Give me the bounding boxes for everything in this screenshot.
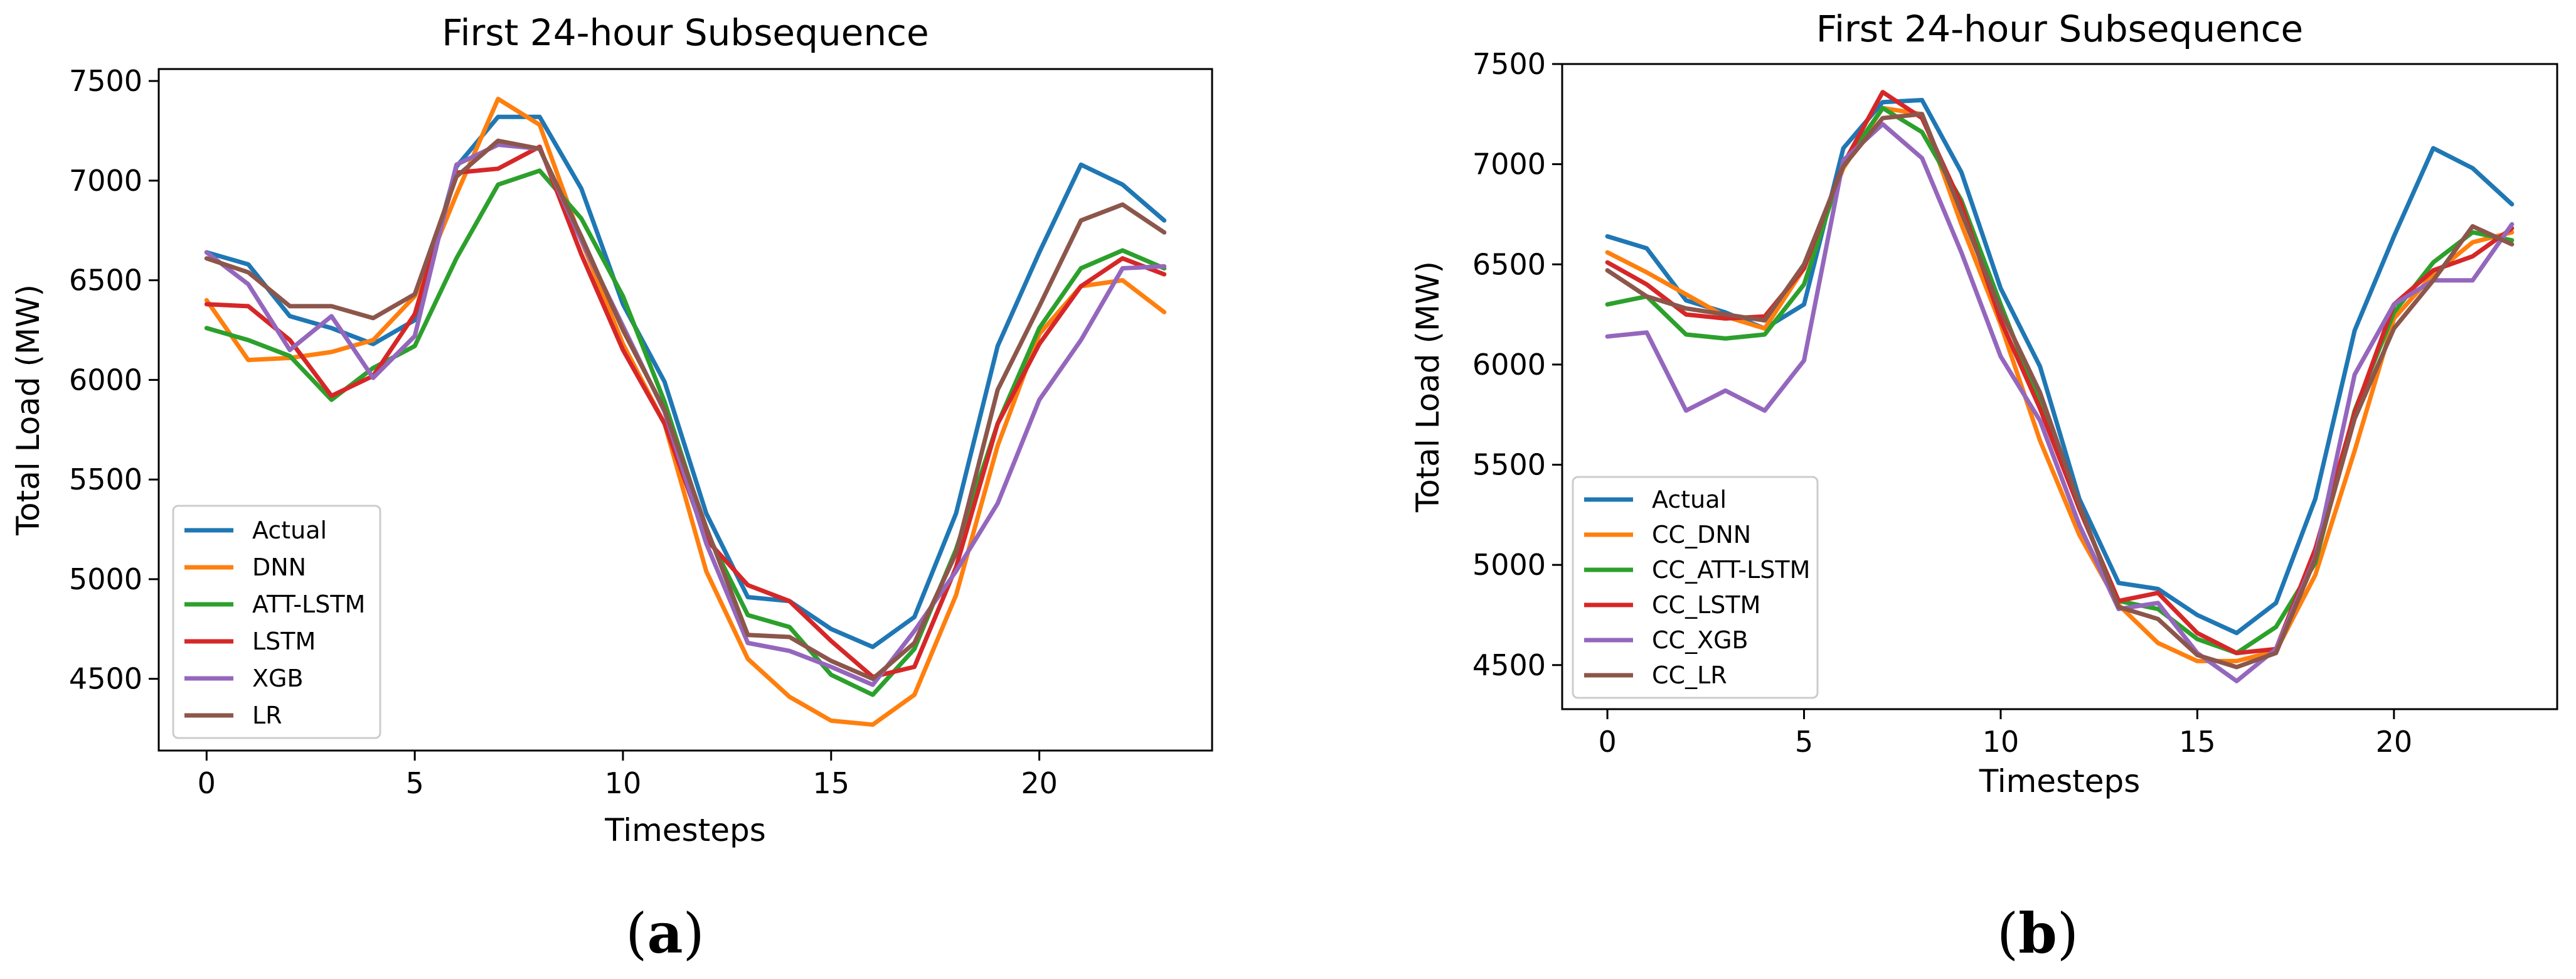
series-lines [204,97,1167,727]
panel-caption: (a) [625,901,705,966]
legend: Actual DNN ATT-LSTM LSTM XGB LR [172,505,381,739]
series-lines [1605,90,2515,683]
legend-entry-label: Actual [252,516,327,544]
x-tick-label: 5 [405,766,423,800]
legend-entry-label: ATT-LSTM [252,591,365,618]
legend-entry-label: LR [252,702,282,729]
legend-entry-label: XGB [252,665,304,692]
series-line-xgb [204,142,1167,687]
series-line-dnn [204,97,1167,727]
legend-entry-label: CC_DNN [1652,521,1751,548]
series-line-cc-lstm [1605,90,2515,656]
legend-entry-label: LSTM [252,628,316,655]
y-tick-label: 4500 [1472,648,1546,682]
x-tick-label: 0 [1598,725,1616,759]
legend-entry-label: CC_LR [1652,661,1727,689]
y-axis-label: Total Load (MW) [1410,261,1446,513]
y-tick-label: 7500 [69,64,142,98]
y-tick-label: 5500 [69,463,142,496]
panel-caption: (b) [1997,901,2078,966]
chart-title: First 24-hour Subsequence [1816,8,2303,50]
chart-b: First 24-hour Subsequence 0 5 10 15 20 4500 500… [1410,8,2558,966]
legend-entry-label: DNN [252,554,306,581]
series-line-lr [204,138,1167,682]
x-axis-label: Timesteps [1979,763,2141,800]
plot-frame [157,68,1213,752]
legend-entry-label: CC_ATT-LSTM [1652,556,1810,584]
series-line-cc-lr [1605,112,2515,670]
y-tick-label: 5000 [69,562,142,596]
x-tick-label: 20 [1021,766,1058,800]
y-tick-label: 7500 [1472,47,1546,81]
chart-a: First 24-hour Subsequence 0 5 10 15 20 4500 500… [10,11,1213,966]
legend-entry-label: CC_LSTM [1652,591,1760,619]
x-tick-label: 0 [198,766,216,800]
chart-title: First 24-hour Subsequence [442,11,929,54]
x-tick-label: 20 [2376,725,2413,759]
x-tick-label: 15 [812,766,849,800]
legend: Actual CC_DNN CC_ATT-LSTM CC_LSTM CC_XGB CC_L… [1572,476,1819,699]
series-line-cc-xgb [1605,122,2515,683]
y-tick-label: 7000 [69,164,142,198]
x-tick-label: 15 [2179,725,2216,759]
series-line-cc-dnn [1605,105,2515,663]
y-tick-label: 6000 [69,363,142,397]
y-tick-label: 6000 [1472,348,1546,382]
plot-frame [1561,63,2558,710]
x-tick-label: 5 [1795,725,1813,759]
y-tick-label: 6500 [69,264,142,297]
x-axis-label: Timesteps [604,812,766,848]
legend-box [1572,476,1819,699]
y-tick-label: 4500 [69,662,142,696]
y-tick-label: 5500 [1472,448,1546,482]
y-tick-label: 6500 [1472,247,1546,281]
x-tick-label: 10 [605,766,642,800]
legend-entry-label: CC_XGB [1652,626,1748,654]
legend-entry-label: Actual [1652,486,1727,513]
y-tick-label: 5000 [1472,548,1546,582]
x-tick-label: 10 [1983,725,2020,759]
y-tick-label: 7000 [1472,147,1546,181]
y-axis-label: Total Load (MW) [10,284,46,536]
